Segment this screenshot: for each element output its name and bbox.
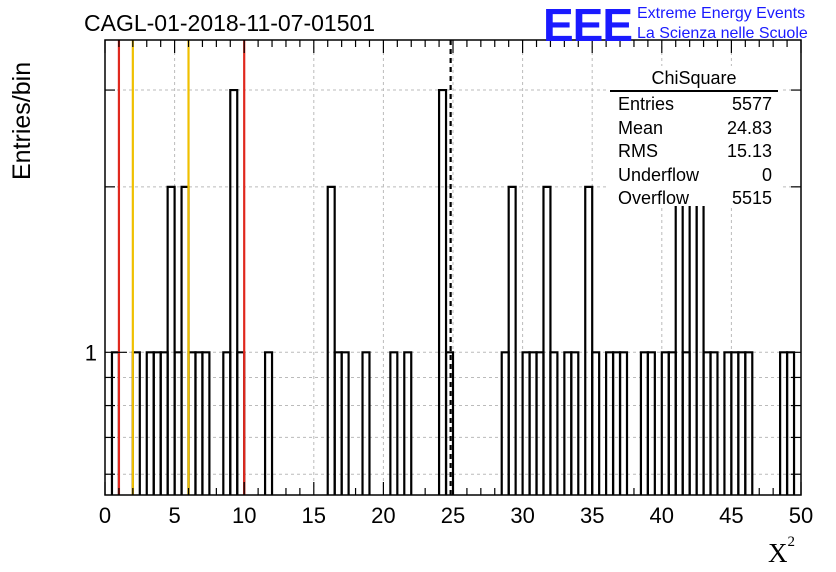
- x-tick-label: 0: [99, 503, 111, 528]
- stats-row-mean: Mean 24.83: [610, 117, 778, 141]
- histogram-bar: [166, 185, 176, 495]
- x-tick-label: 5: [168, 503, 180, 528]
- stats-box-background: [606, 66, 782, 206]
- stats-row-entries: Entries 5577: [610, 93, 778, 117]
- stats-label: Mean: [618, 117, 664, 138]
- histogram-bar: [584, 185, 594, 495]
- x-tick-label: 10: [232, 503, 256, 528]
- stats-value: 5515: [731, 188, 772, 208]
- stats-value: 5577: [731, 94, 772, 114]
- eee-logo-line2: La Scienza nelle Scuole: [637, 25, 808, 42]
- histogram-bar: [437, 88, 448, 495]
- stats-value: 0: [761, 164, 772, 185]
- histogram-bar: [646, 351, 656, 495]
- stats-value: 15.13: [726, 141, 772, 161]
- histogram-bar: [201, 351, 211, 495]
- histogram-bar: [549, 351, 559, 495]
- x-tick-label: 35: [580, 503, 604, 528]
- chart-title: CAGL-01-2018-11-07-01501: [84, 10, 376, 36]
- eee-logo-text: Extreme Energy Events La Scienza nelle S…: [637, 4, 808, 44]
- stats-label: RMS: [618, 141, 658, 161]
- histogram-bar: [744, 351, 754, 495]
- stats-box: ChiSquare Entries 5577 Mean 24.83 RMS 15.13…: [610, 68, 778, 211]
- stats-row-underflow: Underflow 0: [610, 164, 778, 188]
- stats-box-title: ChiSquare: [610, 68, 778, 92]
- x-axis-label: X2: [768, 534, 795, 569]
- x-axis-label-superscript: 2: [787, 534, 796, 550]
- histogram-bar: [340, 351, 350, 495]
- histogram-bar: [618, 351, 629, 495]
- y-tick-label: 1: [85, 340, 97, 365]
- histogram-bar: [444, 351, 455, 495]
- stats-row-rms: RMS 15.13: [610, 140, 778, 164]
- stats-row-overflow: Overflow 5515: [610, 187, 778, 211]
- histogram-bar: [326, 185, 336, 495]
- eee-logo-line1: Extreme Energy Events: [637, 5, 806, 22]
- stats-value: 24.83: [726, 117, 772, 138]
- histogram-bar: [389, 351, 399, 495]
- x-axis-label-base: X: [768, 538, 788, 568]
- x-tick-label: 30: [510, 503, 534, 528]
- x-tick-label: 15: [302, 503, 326, 528]
- y-axis-label: Entries/bin: [8, 61, 36, 180]
- histogram-bar: [263, 351, 274, 495]
- histogram-bar: [361, 351, 371, 495]
- histogram-bar: [229, 88, 239, 495]
- x-tick-label: 45: [719, 503, 743, 528]
- histogram-bar: [570, 351, 580, 495]
- stats-label: Entries: [618, 94, 675, 114]
- x-tick-label: 50: [789, 503, 813, 528]
- histogram-bar: [785, 351, 796, 495]
- histogram-bar: [542, 185, 552, 495]
- x-tick-label: 20: [371, 503, 395, 528]
- eee-logo: EEE: [543, 0, 633, 51]
- histogram-bar: [709, 351, 719, 495]
- stats-label: Underflow: [618, 164, 700, 185]
- x-tick-label: 40: [650, 503, 674, 528]
- histogram-bar: [403, 351, 413, 495]
- x-tick-label: 25: [441, 503, 465, 528]
- histogram-bar: [591, 351, 601, 495]
- histogram-bar: [507, 185, 517, 495]
- stats-label: Overflow: [618, 188, 690, 208]
